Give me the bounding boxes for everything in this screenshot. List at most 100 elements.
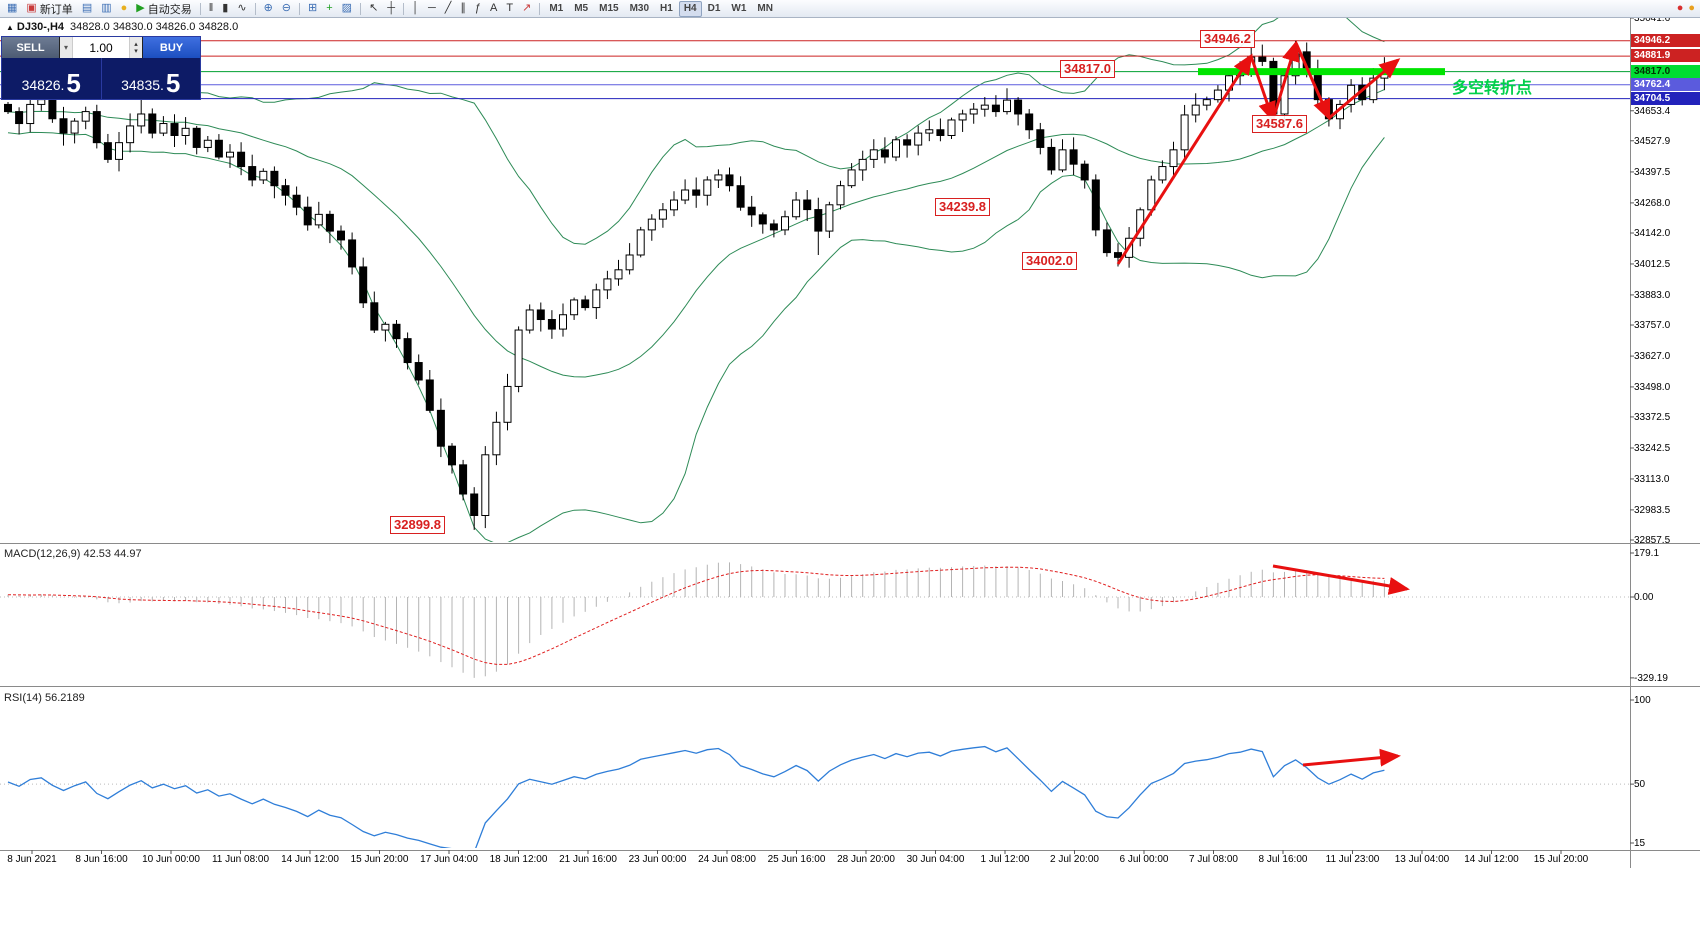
fibonacci-icon[interactable]: ƒ xyxy=(471,1,485,17)
one-click-trading-panel: SELL ▾ 1.00 ▴ ▾ BUY 34826. 5 34835. 5 xyxy=(1,36,201,100)
vertical-line-icon: │ xyxy=(412,2,419,14)
mql-community-icon[interactable]: ● xyxy=(117,1,132,17)
timeframe-h4-button[interactable]: H4 xyxy=(678,0,702,17)
timeframe-m15-button[interactable]: M15 xyxy=(594,1,623,17)
buy-price-main: 34835. xyxy=(121,76,164,93)
toolbar-separator xyxy=(299,2,301,15)
text-icon[interactable]: A xyxy=(486,1,501,17)
arrow-objects-icon: ↗ xyxy=(522,2,532,14)
buy-price-display[interactable]: 34835. 5 xyxy=(102,58,201,99)
symbol-period-label: DJ30-,H4 xyxy=(16,21,64,33)
crosshair-icon: ┼ xyxy=(387,2,396,14)
volume-down-icon[interactable]: ▾ xyxy=(134,47,138,55)
text-icon: A xyxy=(490,2,498,14)
volume-value: 1.00 xyxy=(89,40,113,55)
volume-preset-dropdown[interactable]: ▾ xyxy=(60,37,73,58)
timeframe-h1-button[interactable]: H1 xyxy=(655,1,678,17)
templates-icon[interactable]: ▨ xyxy=(338,1,356,17)
timeframe-d1-button[interactable]: D1 xyxy=(703,1,726,17)
price-callout[interactable]: 32899.8 xyxy=(390,516,445,534)
market-watch-icon[interactable]: ▤ xyxy=(78,1,96,17)
timeframe-m1-button[interactable]: M1 xyxy=(544,1,568,17)
templates-icon: ▨ xyxy=(341,2,353,14)
new-order-button[interactable]: ▣ 新订单 xyxy=(22,1,76,17)
autotrading-button-label: 自动交易 xyxy=(147,3,192,16)
toolbar-separator xyxy=(403,2,405,15)
candlestick-type-icon: ▮ xyxy=(222,2,229,14)
cursor-icon[interactable]: ↖ xyxy=(365,1,382,17)
trendline-icon: ╱ xyxy=(444,2,452,14)
volume-input[interactable]: 1.00 xyxy=(73,37,129,58)
horizontal-line-icon: ─ xyxy=(427,2,436,14)
zoom-out-icon: ⊖ xyxy=(281,2,292,14)
indicators-icon: + xyxy=(326,2,333,14)
toolbar-separator xyxy=(539,2,541,15)
volume-field: ▾ 1.00 ▴ ▾ xyxy=(59,37,143,58)
data-window-icon: ▥ xyxy=(101,2,112,14)
autotrading-button: ▶ xyxy=(136,2,145,14)
timeframe-w1-button[interactable]: W1 xyxy=(726,1,751,17)
indicators-icon[interactable]: + xyxy=(322,1,336,17)
timeframe-m5-button[interactable]: M5 xyxy=(569,1,593,17)
market-watch-icon: ▤ xyxy=(81,2,93,14)
arrow-objects-icon[interactable]: ↗ xyxy=(518,1,535,17)
zoom-in-icon: ⊕ xyxy=(263,2,273,14)
bar-chart-type-icon: ‖ xyxy=(208,2,214,14)
connection-status-icon: ● xyxy=(1675,1,1686,17)
ohlc-values: 34828.0 34830.0 34826.0 34828.0 xyxy=(70,21,239,33)
channel-icon[interactable]: ∥ xyxy=(456,1,470,17)
chart-shortcut-icon: ▦ xyxy=(7,2,18,14)
price-callout[interactable]: 34002.0 xyxy=(1022,252,1077,270)
buy-button[interactable]: BUY xyxy=(143,37,200,58)
timeframe-m30-button[interactable]: M30 xyxy=(625,1,654,17)
turning-point-label[interactable]: 多空转折点 xyxy=(1452,80,1533,97)
buy-price-frac: 5 xyxy=(165,67,181,98)
macd-indicator-label: MACD(12,26,9) 42.53 44.97 xyxy=(4,548,142,560)
line-chart-type-icon[interactable]: ∿ xyxy=(233,1,250,17)
timeframe-mn-button[interactable]: MN xyxy=(752,1,778,17)
news-status-icon: ● xyxy=(1686,1,1697,17)
price-callout[interactable]: 34946.2 xyxy=(1200,30,1255,48)
trendline-icon[interactable]: ╱ xyxy=(441,1,456,17)
chart-title: ▲ DJ30-,H4 34828.0 34830.0 34826.0 34828.0 xyxy=(6,21,238,33)
price-callout[interactable]: 34239.8 xyxy=(935,198,990,216)
chart-shortcut-icon[interactable]: ▦ xyxy=(3,1,21,17)
data-window-icon[interactable]: ▥ xyxy=(97,1,115,17)
zoom-out-icon[interactable]: ⊖ xyxy=(278,1,295,17)
price-callout[interactable]: 34587.6 xyxy=(1252,115,1307,133)
new-order-button-label: 新订单 xyxy=(39,3,73,16)
tile-windows-icon: ⊞ xyxy=(308,2,318,14)
toolbar: ▦ ▣ 新订单 ▤ ▥ ● ▶ 自动交易 ‖ ▮ ∿ ⊕ ⊖ ⊞ + ▨ ↖ ┼ │ ─ ╱ ∥ ƒ A T ↗ M1 M5 M15 M3… xyxy=(0,0,1700,18)
new-order-button: ▣ xyxy=(26,2,37,14)
crosshair-icon[interactable]: ┼ xyxy=(383,1,399,17)
bar-chart-type-icon[interactable]: ‖ xyxy=(205,1,218,17)
vertical-line-icon[interactable]: │ xyxy=(408,1,423,17)
connection-status-icon: ● xyxy=(1676,2,1684,14)
line-chart-type-icon: ∿ xyxy=(237,2,247,14)
volume-stepper[interactable]: ▴ ▾ xyxy=(129,37,142,58)
mql-community-icon: ● xyxy=(120,2,128,14)
sell-button[interactable]: SELL xyxy=(2,37,59,58)
fibonacci-icon: ƒ xyxy=(474,2,482,14)
tile-windows-icon[interactable]: ⊞ xyxy=(304,1,321,17)
sell-price-frac: 5 xyxy=(66,67,81,98)
horizontal-line-icon[interactable]: ─ xyxy=(424,1,440,17)
autotrading-button[interactable]: ▶ 自动交易 xyxy=(132,1,195,17)
label-icon: T xyxy=(506,2,514,14)
candlestick-type-icon[interactable]: ▮ xyxy=(218,1,232,17)
toolbar-separator xyxy=(199,2,201,15)
toolbar-separator xyxy=(360,2,362,15)
toolbar-separator xyxy=(254,2,256,15)
rsi-indicator-label: RSI(14) 56.2189 xyxy=(4,692,85,704)
zoom-in-icon[interactable]: ⊕ xyxy=(260,1,277,17)
news-status-icon: ● xyxy=(1688,2,1695,14)
price-callout[interactable]: 34817.0 xyxy=(1060,60,1115,78)
symbol-marker-icon: ▲ xyxy=(6,23,14,32)
cursor-icon: ↖ xyxy=(369,2,379,14)
label-icon[interactable]: T xyxy=(502,1,517,17)
sell-price-display[interactable]: 34826. 5 xyxy=(2,58,102,99)
volume-up-icon[interactable]: ▴ xyxy=(134,40,138,48)
trade-controls-row: SELL ▾ 1.00 ▴ ▾ BUY xyxy=(2,37,200,58)
trade-prices-row: 34826. 5 34835. 5 xyxy=(2,58,200,99)
